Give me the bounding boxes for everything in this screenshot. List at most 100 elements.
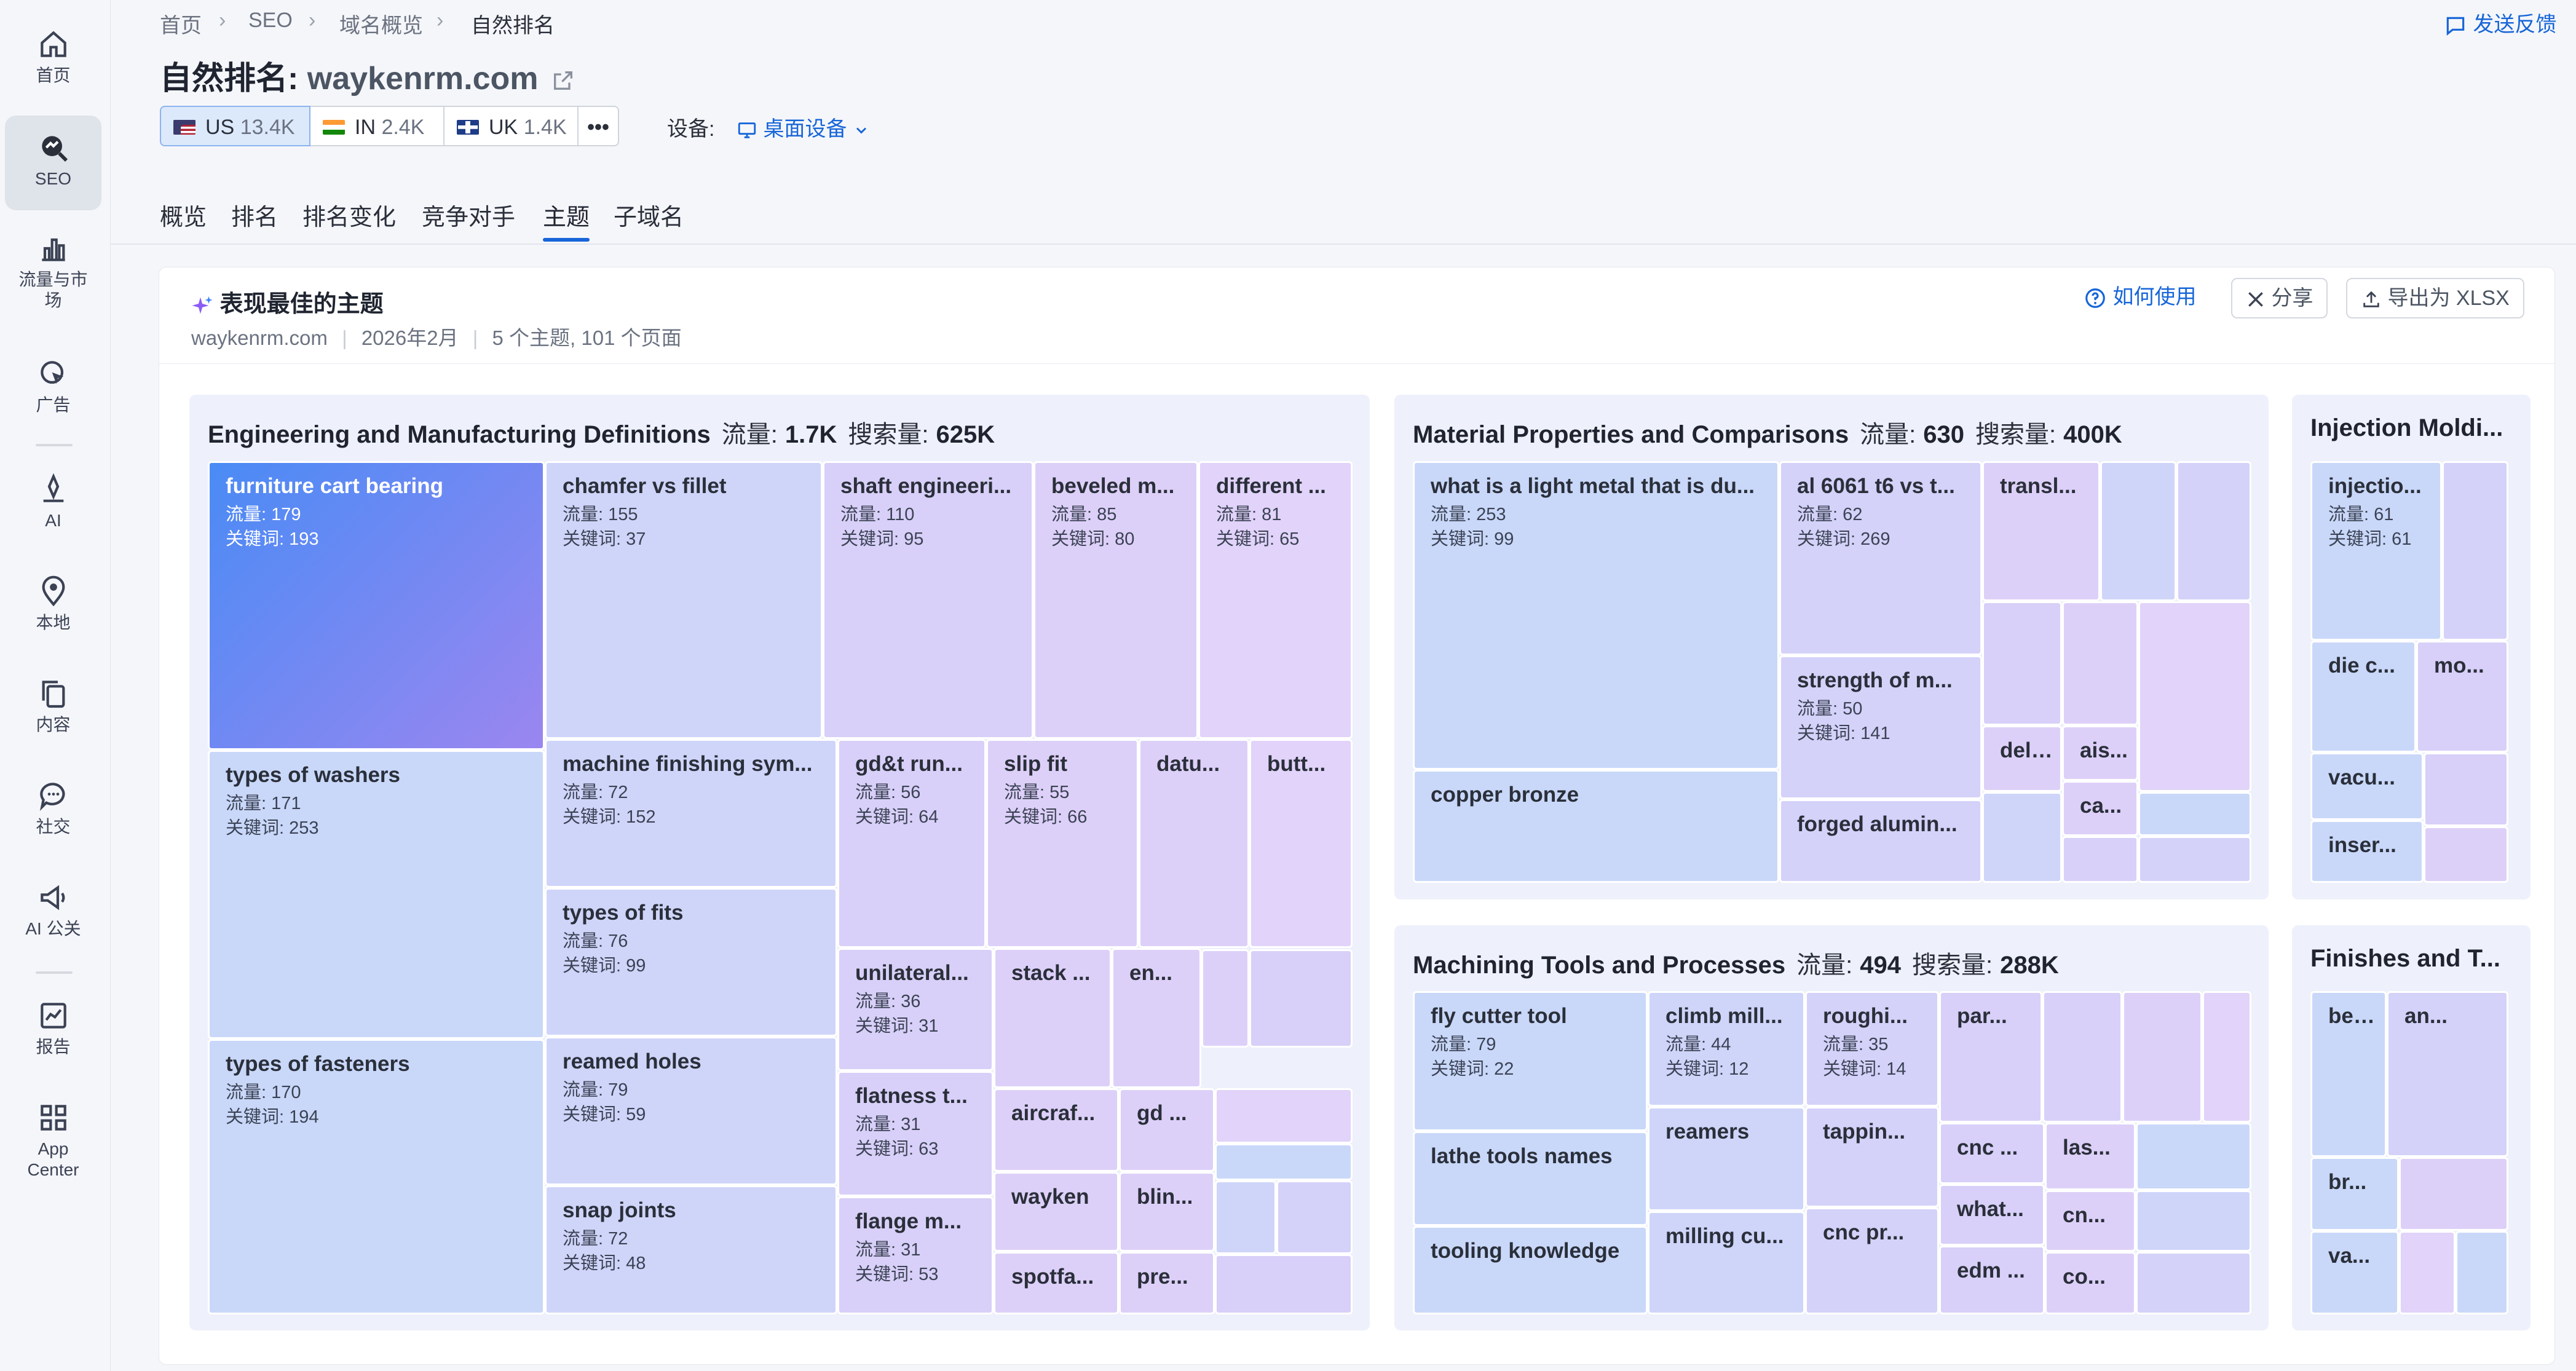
treemap-tile[interactable]: forged alumin... <box>1779 799 1982 883</box>
treemap-tile[interactable]: flange m... 流量: 31 关键词: 53 <box>837 1196 994 1314</box>
treemap-tile-unlabeled[interactable] <box>1982 792 2062 883</box>
breadcrumb-domain-overview[interactable]: 域名概览 <box>339 14 423 38</box>
more-databases-button[interactable]: ••• <box>579 106 619 146</box>
treemap-tile[interactable]: pre... <box>1119 1252 1215 1314</box>
treemap-tile[interactable]: tappin... <box>1805 1107 1939 1207</box>
treemap-tile-unlabeled[interactable] <box>2424 753 2508 826</box>
tab-overview[interactable]: 概览 <box>160 205 207 231</box>
treemap-tile-unlabeled[interactable] <box>2424 826 2508 883</box>
treemap-tile[interactable]: datu... <box>1139 739 1249 948</box>
treemap-tile[interactable]: va... <box>2310 1231 2399 1314</box>
treemap-tile[interactable]: what... <box>1939 1184 2045 1246</box>
treemap-tile[interactable]: reamers <box>1648 1107 1805 1211</box>
sidebar-item-seo[interactable]: SEO <box>5 116 101 210</box>
treemap-tile[interactable]: types of fasteners 流量: 170 关键词: 194 <box>208 1039 545 1314</box>
treemap-group-title[interactable]: Engineering and Manufacturing Definition… <box>208 414 1364 450</box>
treemap-group-title[interactable]: Machining Tools and Processes 流量: 494 搜索量: 2… <box>1413 945 2262 981</box>
treemap-tile[interactable]: reamed holes 流量: 79 关键词: 59 <box>545 1037 837 1185</box>
treemap-tile[interactable]: die c... <box>2310 641 2416 753</box>
treemap-tile-unlabeled[interactable] <box>2136 1123 2251 1190</box>
treemap-tile[interactable]: co... <box>2045 1252 2136 1314</box>
treemap-tile[interactable]: beveled m... 流量: 85 关键词: 80 <box>1033 461 1198 739</box>
treemap-tile[interactable]: par... <box>1939 991 2042 1123</box>
treemap-tile[interactable]: flatness t... 流量: 31 关键词: 63 <box>837 1071 994 1196</box>
share-button[interactable]: 分享 <box>2231 278 2328 318</box>
treemap-tile[interactable]: bead ... <box>2310 991 2387 1157</box>
treemap-tile[interactable]: what is a light metal that is du... 流量: 2… <box>1413 461 1779 770</box>
treemap-tile[interactable]: furniture cart bearing 流量: 179 关键词: 193 <box>208 461 545 750</box>
treemap-tile-unlabeled[interactable] <box>2455 1231 2508 1314</box>
treemap-tile[interactable]: cnc pr... <box>1805 1207 1939 1314</box>
treemap-tile[interactable]: milling cu... <box>1648 1211 1805 1314</box>
treemap-tile-unlabeled[interactable] <box>1215 1144 1353 1180</box>
treemap-tile-unlabeled[interactable] <box>1249 949 1353 1048</box>
export-xlsx-button[interactable]: 导出为 XLSX <box>2346 278 2524 318</box>
feedback-button[interactable]: 发送反馈 <box>2444 7 2556 38</box>
treemap-tile[interactable]: slip fit 流量: 55 关键词: 66 <box>986 739 1139 948</box>
sidebar-item-app-center[interactable]: App Center <box>5 1100 101 1193</box>
treemap-tile-unlabeled[interactable] <box>1215 1254 1353 1314</box>
treemap-tile[interactable]: unilateral... 流量: 36 关键词: 31 <box>837 948 994 1071</box>
treemap-tile[interactable]: cn... <box>2045 1190 2136 1252</box>
treemap-tile[interactable]: snap joints 流量: 72 关键词: 48 <box>545 1185 837 1314</box>
treemap-group-title[interactable]: Material Properties and Comparisons 流量: 63… <box>1413 414 2262 450</box>
tab-positions[interactable]: 排名 <box>231 205 279 231</box>
treemap-tile-unlabeled[interactable] <box>2042 991 2122 1123</box>
sidebar-item-content[interactable]: 内容 <box>5 676 101 744</box>
breadcrumb-seo[interactable]: SEO <box>248 9 293 32</box>
treemap-tile[interactable]: machine finishing sym... 流量: 72 关键词: 152 <box>545 739 837 888</box>
treemap-tile[interactable]: las... <box>2045 1123 2136 1190</box>
treemap-tile-unlabeled[interactable] <box>2100 461 2176 601</box>
treemap-tile[interactable]: ais... <box>2062 725 2138 781</box>
treemap-tile[interactable]: wayken <box>994 1172 1119 1252</box>
treemap-tile[interactable]: climb mill... 流量: 44 关键词: 12 <box>1648 991 1805 1107</box>
treemap-tile[interactable]: cnc ... <box>1939 1123 2045 1184</box>
treemap-tile-unlabeled[interactable] <box>1201 949 1249 1048</box>
treemap-tile[interactable]: shaft engineeri... 流量: 110 关键词: 95 <box>823 461 1033 739</box>
database-us-button[interactable]: US 13.4K <box>160 106 310 146</box>
treemap-tile-unlabeled[interactable] <box>1982 601 2062 725</box>
device-select[interactable]: 桌面设备 <box>737 112 870 142</box>
treemap-tile-unlabeled[interactable] <box>2138 836 2251 883</box>
treemap-tile-unlabeled[interactable] <box>2138 792 2251 836</box>
tab-position-changes[interactable]: 排名变化 <box>302 205 397 231</box>
database-uk-button[interactable]: UK 1.4K <box>444 106 579 146</box>
treemap-tile[interactable]: br... <box>2310 1157 2399 1231</box>
treemap-tile[interactable]: tooling knowledge <box>1413 1226 1648 1314</box>
treemap-group-title[interactable]: Finishes and T... <box>2310 945 2524 973</box>
tab-topics[interactable]: 主题 <box>543 205 590 231</box>
treemap-tile[interactable]: roughi... 流量: 35 关键词: 14 <box>1805 991 1939 1107</box>
treemap-tile-unlabeled[interactable] <box>2399 1157 2508 1231</box>
treemap-tile[interactable]: spotfa... <box>994 1252 1119 1314</box>
treemap-tile-unlabeled[interactable] <box>1215 1088 1353 1144</box>
treemap-tile[interactable]: strength of m... 流量: 50 关键词: 141 <box>1779 655 1982 799</box>
treemap-tile-unlabeled[interactable] <box>2062 836 2138 883</box>
treemap-tile[interactable]: butt... <box>1249 739 1353 948</box>
treemap-tile[interactable]: stack ... <box>994 948 1112 1088</box>
treemap-tile-unlabeled[interactable] <box>2136 1252 2251 1314</box>
treemap-group-title[interactable]: Injection Moldi... <box>2310 414 2524 442</box>
treemap-tile[interactable]: transl... <box>1982 461 2100 601</box>
treemap-tile[interactable]: al 6061 t6 vs t... 流量: 62 关键词: 269 <box>1779 461 1982 655</box>
treemap-tile-unlabeled[interactable] <box>2399 1231 2455 1314</box>
external-link-icon[interactable] <box>551 68 575 93</box>
treemap-tile[interactable]: en... <box>1112 948 1201 1088</box>
treemap-tile[interactable]: types of washers 流量: 171 关键词: 253 <box>208 750 545 1039</box>
treemap-tile-unlabeled[interactable] <box>2202 991 2251 1123</box>
treemap-tile[interactable]: fly cutter tool 流量: 79 关键词: 22 <box>1413 991 1648 1131</box>
treemap-tile-unlabeled[interactable] <box>2136 1190 2251 1252</box>
sidebar-item-traffic[interactable]: 流量与市场 <box>5 231 101 323</box>
treemap-tile[interactable]: gd&t run... 流量: 56 关键词: 64 <box>837 739 986 948</box>
treemap-tile[interactable]: an... <box>2387 991 2508 1157</box>
treemap-tile[interactable]: delri... <box>1982 725 2062 792</box>
treemap-tile[interactable]: different ... 流量: 81 关键词: 65 <box>1198 461 1353 739</box>
treemap-tile-unlabeled[interactable] <box>2176 461 2251 601</box>
treemap-tile-unlabeled[interactable] <box>2122 991 2202 1123</box>
sidebar-item-ai-pr[interactable]: AI 公关 <box>5 880 101 948</box>
treemap-tile[interactable]: lathe tools names <box>1413 1131 1648 1226</box>
sidebar-item-ai[interactable]: AI <box>5 472 101 540</box>
database-in-button[interactable]: IN 2.4K <box>310 106 444 146</box>
treemap-tile[interactable]: inser... <box>2310 820 2424 883</box>
treemap-tile[interactable]: aircraf... <box>994 1088 1119 1172</box>
treemap-tile[interactable]: mo... <box>2416 641 2508 753</box>
